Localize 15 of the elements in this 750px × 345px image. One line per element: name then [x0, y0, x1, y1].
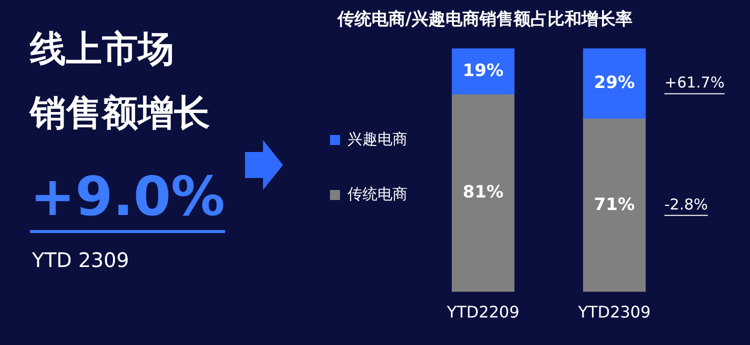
data-label: 29%: [594, 73, 635, 94]
data-label: 19%: [462, 60, 504, 81]
text: YTD 2309: [32, 248, 130, 272]
text: 销售额增长: [30, 92, 210, 136]
chart-title: 传统电商/兴趣电商销售额占比和增长率: [336, 10, 633, 30]
text: 线上市场: [30, 28, 175, 72]
data-label: 71%: [594, 194, 635, 215]
x-tick-label: YTD2209: [446, 302, 520, 322]
annotation: -2.8%: [664, 195, 708, 214]
annotation: +61.7%: [664, 74, 725, 92]
legend-label: 兴趣电商: [348, 130, 408, 148]
x-tick-label: YTD2309: [577, 302, 651, 322]
data-label: 81%: [462, 182, 504, 203]
legend-label: 传统电商: [348, 184, 408, 203]
text: +9.0%: [30, 165, 226, 233]
